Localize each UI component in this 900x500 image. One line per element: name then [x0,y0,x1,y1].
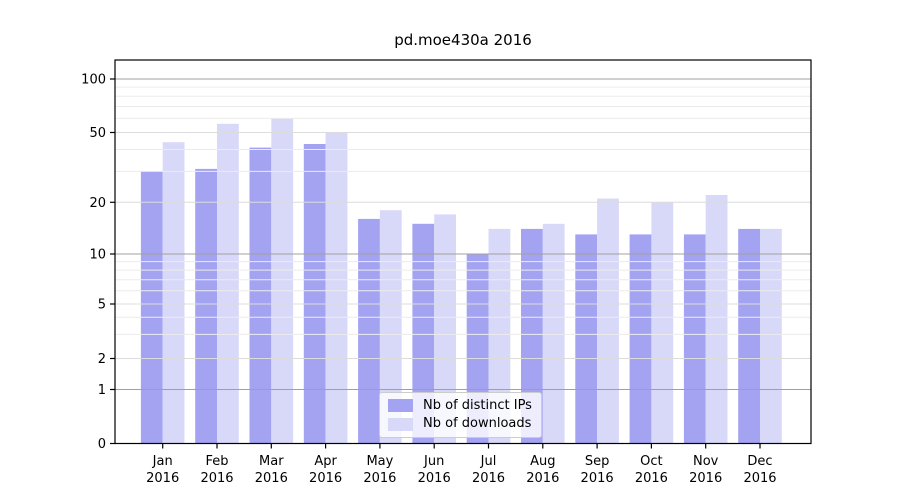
plot-border [114,59,812,445]
x-tick-year-dec: 2016 [743,471,776,486]
bar-feb-distinct-ips [195,168,217,444]
bar-may-distinct-ips [358,218,380,444]
x-tick-year-jun: 2016 [418,471,451,486]
x-tick-year-aug: 2016 [526,471,559,486]
x-tick-label-sep: Sep [585,454,610,469]
y-tick-label-2: 2 [98,352,106,367]
legend-row-downloads: Nb of downloads [380,416,541,431]
bar-apr-downloads [325,132,348,444]
bar-sep-distinct-ips [575,234,598,444]
x-tick-year-mar: 2016 [255,471,288,486]
legend-row-distinct-ips: Nb of distinct IPs [380,397,541,413]
x-tick-year-may: 2016 [363,471,396,486]
bar-nov-downloads [705,195,728,444]
x-tick-label-oct: Oct [640,454,662,469]
bar-mar-distinct-ips [249,147,272,444]
x-tick-label-apr: Apr [314,454,337,469]
bar-mar-downloads [271,118,294,444]
x-tick-year-feb: 2016 [200,471,233,486]
x-tick-label-jul: Jul [480,454,497,469]
bar-feb-downloads [217,123,239,444]
x-tick-label-nov: Nov [693,454,719,469]
y-tick-label-50: 50 [89,126,106,141]
bar-jan-downloads [162,142,185,444]
y-tick-label-0: 0 [98,437,106,452]
bar-aug-downloads [542,223,565,444]
x-tick-label-dec: Dec [747,454,772,469]
y-tick-label-1: 1 [98,383,106,398]
bar-jan-distinct-ips [140,171,163,444]
chart-title: pd.moe430a 2016 [394,31,532,49]
x-tick-year-nov: 2016 [689,471,722,486]
bar-apr-distinct-ips [303,144,326,444]
bar-oct-downloads [651,202,674,444]
legend-label-distinct-ips: Nb of distinct IPs [423,397,532,413]
legend: Nb of distinct IPs Nb of downloads [379,392,542,438]
legend-label-downloads: Nb of downloads [423,416,532,431]
y-tick-label-10: 10 [89,248,106,263]
x-tick-label-feb: Feb [205,454,228,469]
x-tick-label-aug: Aug [530,454,555,469]
x-tick-label-jan: Jan [152,454,173,469]
bar-jun-distinct-ips [412,223,435,444]
x-tick-year-jan: 2016 [146,471,179,486]
x-tick-year-jul: 2016 [472,471,505,486]
x-tick-year-sep: 2016 [581,471,614,486]
x-tick-year-apr: 2016 [309,471,342,486]
bar-oct-distinct-ips [629,234,652,444]
bar-dec-distinct-ips [738,228,760,444]
y-tick-label-100: 100 [81,73,106,88]
bar-dec-downloads [760,228,782,444]
y-tick-label-20: 20 [89,196,106,211]
bar-may-downloads [379,210,402,444]
x-tick-label-mar: Mar [259,454,284,469]
x-tick-label-may: May [366,454,393,469]
x-tick-label-jun: Jun [423,454,444,469]
legend-swatch-downloads-icon [388,417,413,431]
x-tick-year-oct: 2016 [635,471,668,486]
bar-nov-distinct-ips [683,234,706,444]
bar-jun-downloads [434,214,456,444]
y-tick-label-5: 5 [98,298,106,313]
legend-swatch-distinct-ips-icon [388,399,413,413]
bar-sep-downloads [597,198,619,444]
